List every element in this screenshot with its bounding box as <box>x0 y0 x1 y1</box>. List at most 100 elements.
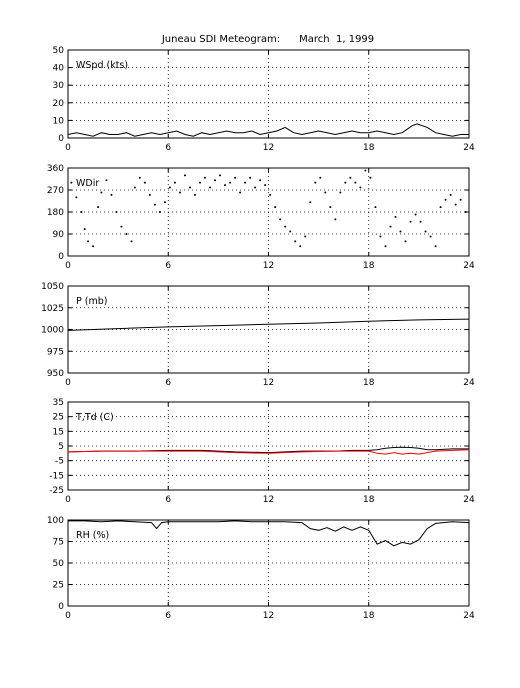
x-tick-label: 0 <box>65 495 71 505</box>
data-point <box>110 193 113 196</box>
panel-3: 0 6 12 18 24 950 975 1000 1025 1050 P (mb) <box>41 282 475 388</box>
data-point <box>100 191 103 194</box>
y-tick-label: 1000 <box>41 326 64 336</box>
data-point <box>249 176 252 179</box>
y-tick-label: 975 <box>47 347 64 357</box>
y-tick-label: 20 <box>53 99 65 109</box>
y-tick-label: 270 <box>47 186 64 196</box>
y-tick-label: 10 <box>53 116 65 126</box>
data-point <box>120 225 123 228</box>
series-line-1 <box>68 123 469 137</box>
panel-data <box>68 446 469 455</box>
y-tick-label: -15 <box>49 471 64 481</box>
x-tick-label: 0 <box>65 143 71 153</box>
panel-label: P (mb) <box>76 296 107 307</box>
series-line-2 <box>68 449 469 455</box>
data-point <box>354 181 357 184</box>
data-point <box>229 181 232 184</box>
data-point <box>399 230 402 233</box>
data-point <box>269 193 272 196</box>
x-tick-label: 24 <box>463 261 475 271</box>
x-tick-label: 0 <box>65 261 71 271</box>
y-tick-label: 90 <box>53 230 65 240</box>
x-tick-label: 12 <box>263 261 274 271</box>
data-point <box>409 220 412 223</box>
data-point <box>224 184 227 187</box>
data-point <box>198 181 201 184</box>
y-tick-label: 30 <box>53 81 65 91</box>
data-point <box>178 191 181 194</box>
data-point <box>239 191 242 194</box>
data-point <box>163 201 166 204</box>
y-tick-label: 75 <box>53 538 64 548</box>
panel-2: 0 6 12 18 24 0 90 180 270 360 WDir <box>47 164 475 271</box>
data-point <box>459 198 462 201</box>
x-tick-label: 12 <box>263 611 274 621</box>
data-point <box>105 179 108 182</box>
chart-title: Juneau SDI Meteogram: March 1, 1999 <box>161 34 374 45</box>
data-point <box>414 213 417 216</box>
data-point <box>429 235 432 238</box>
data-point <box>234 176 237 179</box>
data-point <box>304 235 307 238</box>
data-point <box>133 186 136 189</box>
data-point <box>284 225 287 228</box>
series-line-1 <box>68 446 469 454</box>
data-point <box>87 240 90 243</box>
data-point <box>339 191 342 194</box>
data-point <box>143 181 146 184</box>
data-point <box>329 206 332 209</box>
data-point <box>148 193 151 196</box>
y-tick-label: 1025 <box>41 304 64 314</box>
data-point <box>369 176 372 179</box>
x-tick-label: 24 <box>463 495 475 505</box>
data-point <box>319 176 322 179</box>
panel-5: 0 6 12 18 24 0 25 50 75 100 RH (%) <box>47 516 475 621</box>
y-tick-label: -25 <box>49 486 64 496</box>
y-tick-label: 25 <box>53 581 64 591</box>
panel-label: T,Td (C) <box>75 412 114 423</box>
data-point <box>424 230 427 233</box>
data-point <box>359 186 362 189</box>
x-tick-label: 0 <box>65 378 71 388</box>
x-tick-label: 6 <box>165 378 171 388</box>
data-point <box>80 211 83 213</box>
data-point <box>279 218 282 221</box>
data-point <box>389 225 392 228</box>
panel-label: WSpd (kts) <box>76 60 128 71</box>
data-point <box>374 206 377 209</box>
data-point <box>434 245 437 248</box>
x-tick-label: 24 <box>463 378 475 388</box>
data-point <box>219 174 222 177</box>
y-tick-label: 15 <box>53 427 64 437</box>
data-point <box>83 228 86 231</box>
data-point <box>274 206 277 209</box>
data-point <box>344 181 347 184</box>
data-point <box>204 176 207 179</box>
data-point <box>309 201 312 204</box>
data-point <box>70 181 73 184</box>
data-point <box>449 193 452 196</box>
panel-label: WDir <box>76 178 99 189</box>
data-point <box>97 206 100 209</box>
x-tick-label: 6 <box>165 495 171 505</box>
x-tick-label: 6 <box>165 611 171 621</box>
data-point <box>254 186 257 189</box>
x-tick-label: 12 <box>263 143 274 153</box>
data-point <box>324 191 327 194</box>
data-point <box>444 198 447 201</box>
x-tick-label: 6 <box>165 261 171 271</box>
y-tick-label: 50 <box>53 559 65 569</box>
x-tick-label: 12 <box>263 495 274 505</box>
panel-label: RH (%) <box>76 530 109 541</box>
data-point <box>125 233 128 235</box>
y-tick-label: 100 <box>47 516 64 526</box>
panel-data <box>68 520 469 547</box>
y-tick-label: 0 <box>58 602 64 612</box>
data-point <box>130 240 133 243</box>
data-point <box>173 181 176 184</box>
y-tick-label: 50 <box>53 46 65 56</box>
data-point <box>379 235 382 238</box>
